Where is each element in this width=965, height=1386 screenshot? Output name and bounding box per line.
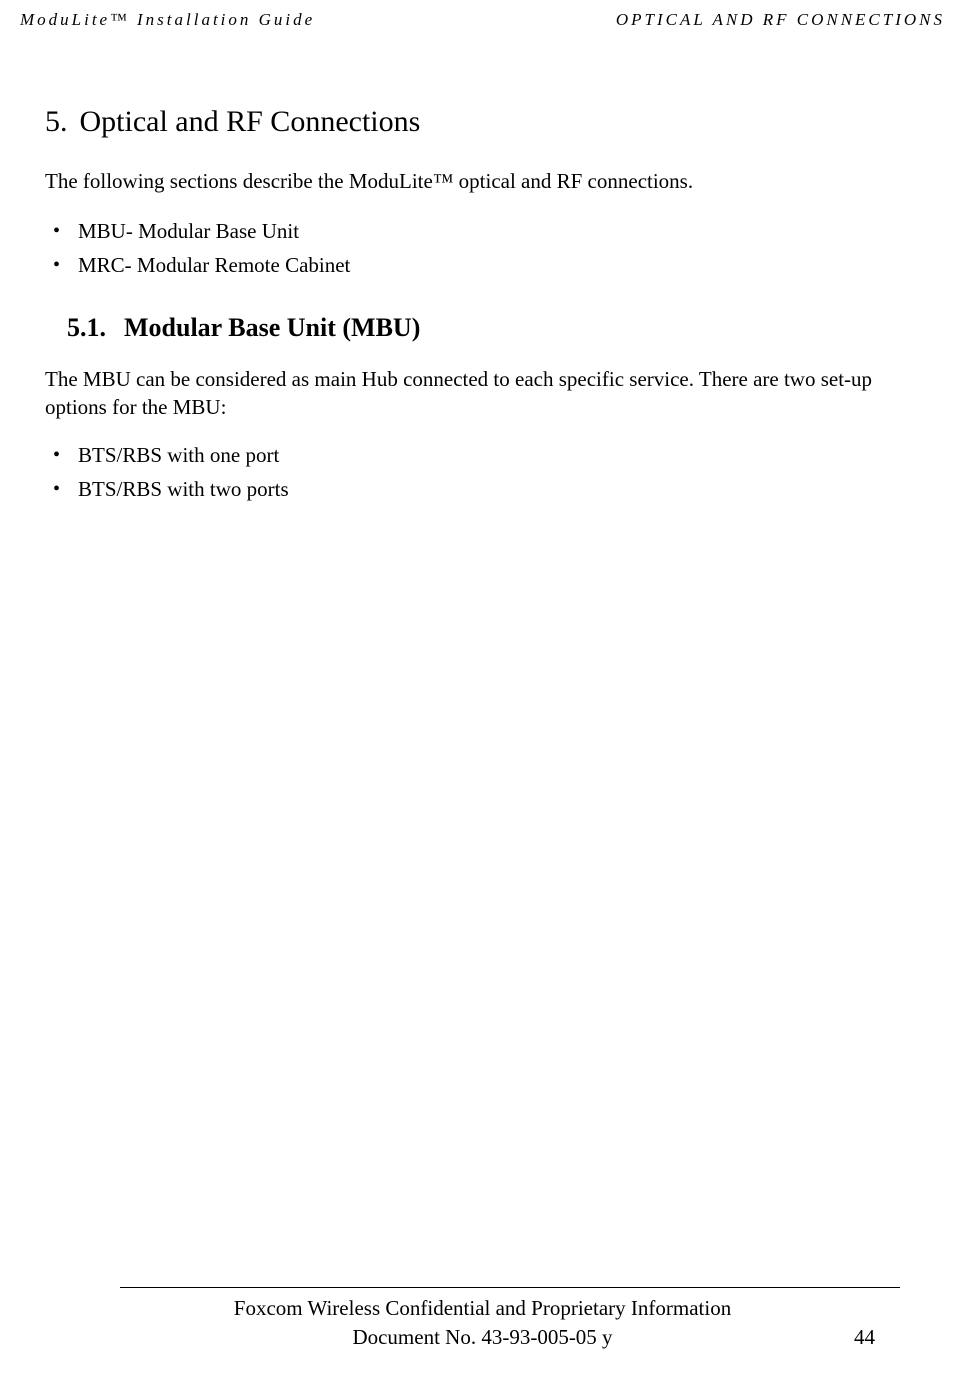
list-item: MRC- Modular Remote Cabinet <box>53 249 920 283</box>
page-footer: Foxcom Wireless Confidential and Proprie… <box>0 1287 965 1351</box>
list-item: BTS/RBS with two ports <box>53 473 920 507</box>
footer-document-number: Document No. 43-93-005-05 y <box>352 1325 612 1349</box>
definition-list: MBU- Modular Base Unit MRC- Modular Remo… <box>45 215 920 282</box>
header-left-text: ModuLite™ Installation Guide <box>20 10 315 30</box>
chapter-title-text: Optical and RF Connections <box>80 105 421 138</box>
page-content: 5. Optical and RF Connections The followi… <box>0 105 965 506</box>
list-item: BTS/RBS with one port <box>53 439 920 473</box>
section-title-text: Modular Base Unit (MBU) <box>124 313 420 342</box>
header-right-text: OPTICAL AND RF CONNECTIONS <box>616 10 945 30</box>
section-number: 5.1. <box>67 313 106 343</box>
options-list: BTS/RBS with one port BTS/RBS with two p… <box>45 439 920 506</box>
page-number: 44 <box>854 1323 875 1351</box>
list-item: MBU- Modular Base Unit <box>53 215 920 249</box>
chapter-number: 5. <box>45 105 68 139</box>
section-title: 5.1. Modular Base Unit (MBU) <box>45 313 920 343</box>
intro-paragraph: The following sections describe the Modu… <box>45 167 920 195</box>
footer-document-info: Document No. 43-93-005-05 y 44 <box>45 1323 920 1351</box>
chapter-title: 5. Optical and RF Connections <box>45 105 920 139</box>
footer-divider <box>120 1287 900 1288</box>
footer-confidential-text: Foxcom Wireless Confidential and Proprie… <box>45 1294 920 1322</box>
page-header: ModuLite™ Installation Guide OPTICAL AND… <box>0 0 965 30</box>
body-paragraph: The MBU can be considered as main Hub co… <box>45 365 920 422</box>
